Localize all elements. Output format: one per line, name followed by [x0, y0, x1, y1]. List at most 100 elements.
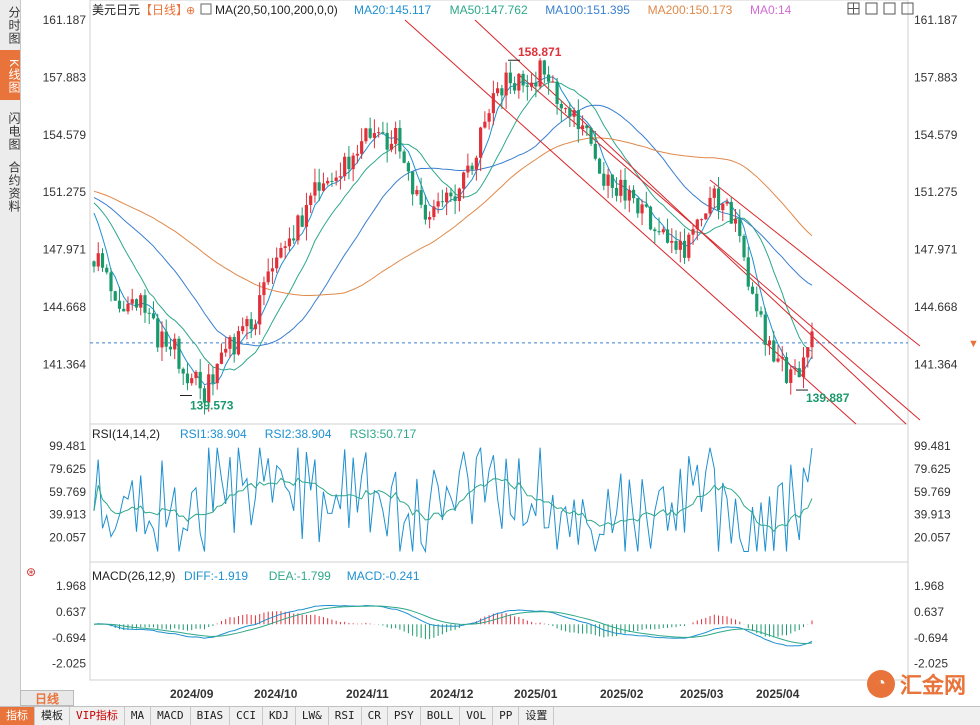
candle-body: [351, 155, 355, 170]
x-label-1: 2024/10: [254, 687, 298, 701]
period-tag[interactable]: 【日线】: [140, 3, 188, 17]
ma-toggle-icon[interactable]: [200, 3, 212, 15]
candle-body: [665, 229, 670, 243]
macd-tick-left-1: 0.637: [56, 605, 86, 619]
candle-body: [466, 165, 470, 173]
x-axis: 2024/09 2024/10 2024/11 2024/12 2025/01 2025/…: [170, 687, 800, 701]
candle-body: [585, 125, 589, 129]
candle-body: [627, 189, 631, 201]
candle-body: [546, 74, 551, 82]
toolbar-item-7[interactable]: KDJ: [263, 707, 296, 725]
macd-tick-right-0: 1.968: [914, 579, 944, 593]
candle-body: [122, 308, 126, 312]
candle-body: [755, 293, 759, 312]
tab-contract-info[interactable]: 合约资料: [7, 161, 21, 213]
toolbar-item-11[interactable]: PSY: [388, 707, 421, 725]
channel-line-2: [517, 73, 921, 421]
candle-body: [249, 319, 253, 330]
candle-body: [385, 132, 389, 150]
tab-timeshare[interactable]: 分时图: [7, 5, 21, 45]
rsi-tick-right-4: 20.057: [914, 531, 951, 545]
candle-body: [576, 110, 580, 130]
candle-body: [619, 179, 623, 196]
rsi-tick-right-1: 79.625: [914, 462, 951, 476]
candle-body: [368, 128, 372, 138]
x-label-0: 2024/09: [170, 687, 214, 701]
candle-body: [623, 179, 627, 201]
candle-body: [513, 83, 517, 91]
candle-body: [211, 374, 215, 384]
candle-body: [432, 206, 436, 218]
candle-body: [568, 108, 572, 117]
period-button[interactable]: 日线: [20, 690, 74, 706]
x-label-3: 2024/12: [430, 687, 474, 701]
x-label-2: 2024/11: [346, 687, 389, 701]
toolbar-item-12[interactable]: BOLL: [421, 707, 461, 725]
ma-value-3: MA200:150.173: [648, 3, 733, 17]
toolbar-item-1[interactable]: 模板: [35, 707, 70, 725]
zoom-icon[interactable]: [883, 2, 896, 15]
settings-icon[interactable]: ⊕: [186, 5, 195, 17]
candle-body: [733, 219, 738, 224]
toolbar-item-15[interactable]: 设置: [519, 707, 555, 725]
candle-body: [402, 151, 406, 163]
tab-kline[interactable]: K线图: [0, 50, 21, 100]
candle-body: [597, 158, 602, 174]
x-label-4: 2025/01: [514, 687, 558, 701]
macd-tick-left-0: 1.968: [56, 579, 86, 593]
candle-body: [602, 173, 606, 186]
candle-body: [96, 253, 100, 267]
candle-body: [177, 338, 181, 369]
rsi-label: RSI(14,14,2): [92, 427, 160, 441]
candle-body: [266, 271, 270, 283]
candle-body: [784, 357, 789, 383]
toolbar-item-10[interactable]: CR: [362, 707, 388, 725]
tab-flash[interactable]: 闪电图: [7, 111, 21, 151]
toolbar-item-14[interactable]: PP: [493, 707, 520, 725]
candle-body: [300, 215, 304, 227]
toolbar-item-3[interactable]: MA: [125, 707, 152, 725]
candle-body: [780, 357, 784, 359]
candle-body: [538, 60, 542, 87]
ma-label: MA(20,50,100,200,0,0): [215, 3, 338, 17]
kline-chart[interactable]: 美元日元 【日线】 ⊕ MA(20,50,100,200,0,0) MA20:1…: [20, 0, 980, 706]
toolbar-item-9[interactable]: RSI: [329, 707, 362, 725]
candle-body: [457, 188, 461, 202]
candle-body: [168, 346, 173, 350]
candle-body: [364, 128, 368, 142]
toolbar-item-4[interactable]: MACD: [151, 707, 191, 725]
recent-low-label: 139.887: [806, 391, 850, 405]
toolbar-item-6[interactable]: CCI: [230, 707, 263, 725]
toolbar-item-2[interactable]: VIP指标: [70, 707, 125, 725]
macd-settings-icon[interactable]: ⊛: [26, 565, 36, 579]
fullscreen-icon[interactable]: [901, 2, 914, 15]
candle-body: [113, 291, 117, 301]
candle-body: [695, 219, 699, 230]
candle-body: [772, 340, 776, 362]
toolbar-item-13[interactable]: VOL: [460, 707, 494, 725]
candle-body: [716, 188, 721, 211]
candle-body: [139, 295, 143, 308]
candle-body: [419, 190, 423, 205]
candle-body: [670, 240, 674, 243]
toolbar-item-0[interactable]: 指标: [0, 707, 35, 725]
candle-body: [699, 219, 704, 221]
candle-body: [738, 219, 742, 237]
expand-icon[interactable]: [865, 2, 878, 15]
toolbar-item-5[interactable]: BIAS: [191, 707, 231, 725]
rsi-slow-line: [93, 477, 813, 532]
candle-body: [198, 371, 202, 389]
candle-body: [678, 240, 682, 250]
candle-body: [593, 143, 597, 159]
candle-body: [440, 201, 444, 203]
candle-body: [534, 82, 538, 87]
candle-body: [381, 132, 385, 134]
brand-logo: ◔ 汇金网: [866, 668, 966, 700]
candles: [92, 58, 814, 415]
toolbar-item-8[interactable]: LW&: [296, 707, 329, 725]
macd-histogram: [97, 611, 813, 640]
candle-body: [228, 337, 232, 349]
rsi-tick-left-4: 20.057: [49, 531, 86, 545]
candle-body: [398, 127, 402, 152]
price-marks: 158.871 139.573 139.887: [180, 45, 850, 412]
